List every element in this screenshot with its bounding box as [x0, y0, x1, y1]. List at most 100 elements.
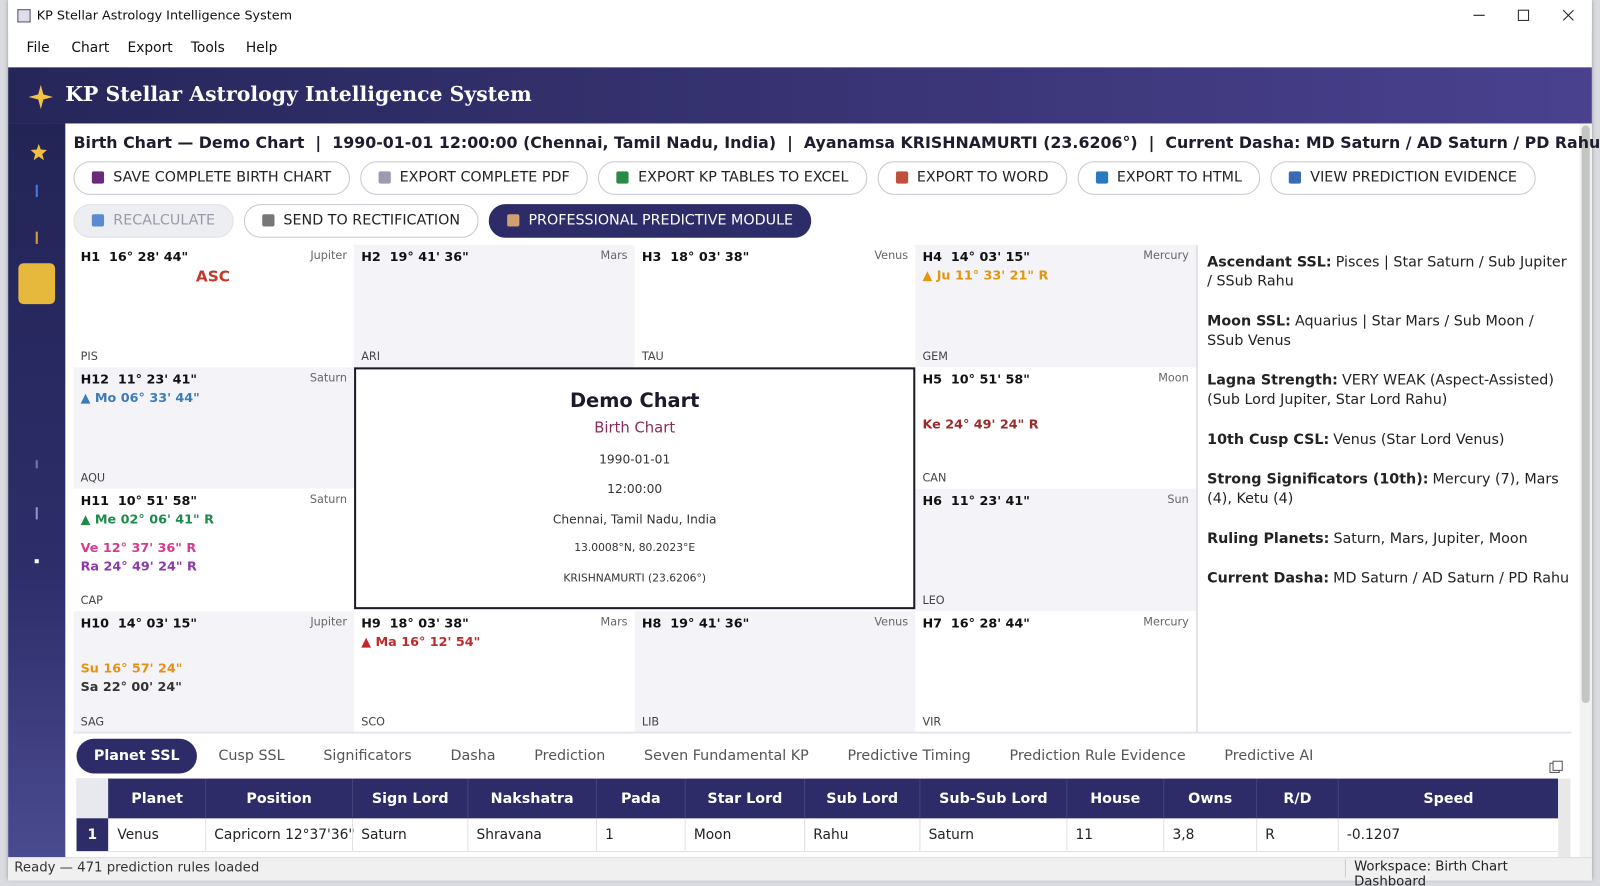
- column-header: Star Lord: [684, 778, 804, 819]
- action-button[interactable]: VIEW PREDICTION EVIDENCE: [1270, 160, 1536, 195]
- house-lord: Jupiter: [310, 248, 347, 263]
- column-header: Pada: [595, 778, 685, 819]
- button-icon: [507, 214, 520, 227]
- status-left: Ready — 471 prediction rules loaded: [14, 860, 260, 876]
- tab[interactable]: Planet SSL: [76, 738, 197, 774]
- asc-label: ASC: [195, 267, 231, 286]
- house-sign: TAU: [641, 349, 664, 363]
- summary-item: Lagna Strength: VERY WEAK (Aspect-Assiste…: [1207, 371, 1570, 410]
- detach-icon[interactable]: [1549, 760, 1563, 774]
- table-cell[interactable]: Shravana: [467, 818, 596, 852]
- sidebar-icon[interactable]: [35, 507, 38, 520]
- table-scrollbar[interactable]: [1558, 778, 1571, 858]
- sidebar-icon[interactable]: [35, 184, 38, 197]
- scroll-thumb[interactable]: [1581, 125, 1590, 704]
- table-cell[interactable]: Saturn: [919, 818, 1066, 852]
- menu-item[interactable]: Export: [127, 39, 173, 57]
- button-icon: [1095, 171, 1108, 184]
- button-label: EXPORT COMPLETE PDF: [399, 169, 570, 186]
- button-icon: [91, 214, 105, 227]
- tab[interactable]: Significators: [323, 747, 412, 765]
- center-line: 1990-01-01: [599, 451, 671, 466]
- table-cell[interactable]: 1: [595, 818, 685, 852]
- sidebar-icon[interactable]: [35, 460, 38, 469]
- table-cell[interactable]: R: [1256, 818, 1338, 852]
- tab[interactable]: Cusp SSL: [218, 747, 285, 765]
- planet-table: Planet Position Sign Lord Nakshatra Pada Star…: [76, 778, 1559, 853]
- house-sign: CAN: [922, 471, 947, 485]
- sidebar-star[interactable]: [30, 143, 47, 161]
- house-label: H6 11° 23' 41": [922, 492, 1030, 509]
- house-lord: Mercury: [1143, 614, 1189, 629]
- table-cell[interactable]: Capricorn 12°37'36": [205, 818, 355, 852]
- action-button[interactable]: EXPORT KP TABLES TO EXCEL: [598, 160, 867, 195]
- tab[interactable]: Predictive AI: [1224, 747, 1314, 765]
- menu-item[interactable]: Chart: [71, 39, 110, 57]
- summary-label: Current Dasha:: [1207, 570, 1330, 587]
- table-cell[interactable]: -0.1207: [1337, 818, 1558, 852]
- table-cell[interactable]: Moon: [684, 818, 804, 852]
- title-bar: KP Stellar Astrology Intelligence System: [8, 0, 1592, 31]
- house-lord: Jupiter: [310, 614, 347, 629]
- tab[interactable]: Prediction: [534, 747, 606, 765]
- planet-entry: Ke 24° 49' 24" R: [922, 415, 1039, 432]
- house-sign: AQU: [80, 471, 106, 485]
- summary-item: Ruling Planets: Saturn, Mars, Jupiter, Mo…: [1207, 530, 1570, 549]
- tab[interactable]: Seven Fundamental KP: [644, 747, 809, 765]
- table-cell[interactable]: Venus: [108, 818, 205, 852]
- table-cell[interactable]: Saturn: [352, 818, 467, 852]
- house-cell: H10 14° 03' 15" Jupiter SAG Su 16° 57' 24" S…: [73, 610, 355, 733]
- house-label: H5 10° 51' 58": [922, 370, 1030, 387]
- button-label: SAVE COMPLETE BIRTH CHART: [113, 169, 332, 186]
- summary-label: Moon SSL:: [1207, 313, 1291, 330]
- summary-text: Saturn, Mars, Jupiter, Moon: [1333, 530, 1528, 547]
- summary-item: Moon SSL: Aquarius | Star Mars / Sub Moon…: [1207, 312, 1570, 351]
- divider: [1195, 244, 1198, 733]
- house-sign: PIS: [80, 349, 98, 363]
- button-label: PROFESSIONAL PREDICTIVE MODULE: [528, 212, 794, 229]
- house-cell: H3 18° 03' 38" Venus TAU: [634, 244, 916, 367]
- window-controls[interactable]: [1457, 0, 1592, 31]
- tab[interactable]: Dasha: [450, 747, 496, 765]
- summary-item: Strong Significators (10th): Mercury (7),…: [1207, 470, 1570, 509]
- planet-entry: ▲ Ma 16° 12' 54": [361, 633, 481, 649]
- sidebar-icon[interactable]: [34, 559, 39, 564]
- action-button[interactable]: SAVE COMPLETE BIRTH CHART: [73, 160, 350, 195]
- house-sign: GEM: [922, 349, 948, 363]
- table-cell[interactable]: 11: [1066, 818, 1163, 852]
- center-line: Chennai, Tamil Nadu, India: [552, 511, 717, 527]
- planet-entry: Ve 12° 37' 36" R: [80, 539, 197, 556]
- table-cell[interactable]: 3,8: [1163, 818, 1256, 852]
- table-cell[interactable]: Rahu: [804, 818, 919, 852]
- tab[interactable]: Prediction Rule Evidence: [1009, 747, 1186, 765]
- tab[interactable]: Predictive Timing: [847, 747, 971, 765]
- header-star: [28, 84, 54, 110]
- menu-item[interactable]: Tools: [190, 39, 225, 57]
- sidebar-active-icon[interactable]: [18, 263, 56, 305]
- house-lord: Venus: [874, 248, 909, 263]
- planet-entry: Sa 22° 00' 24": [80, 678, 182, 694]
- action-button[interactable]: EXPORT COMPLETE PDF: [359, 160, 589, 195]
- button-row: RECALCULATE SEND TO RECTIFICATION PROFESSI…: [73, 203, 1545, 238]
- house-label: H8 19° 41' 36": [641, 614, 750, 631]
- sidebar-icon[interactable]: [35, 231, 38, 244]
- sidebar: [8, 123, 66, 858]
- menu-item[interactable]: File: [26, 39, 50, 57]
- planet-entry: ▲ Me 02° 06' 41" R: [80, 511, 214, 527]
- house-cell: H2 19° 41' 36" Mars ARI: [354, 244, 635, 367]
- column-header: Sub-Sub Lord: [919, 778, 1066, 819]
- action-button[interactable]: RECALCULATE: [73, 203, 234, 238]
- button-icon: [378, 171, 391, 184]
- scrollbar[interactable]: [1579, 123, 1592, 858]
- menu-item[interactable]: Help: [245, 39, 278, 57]
- house-sign: LEO: [922, 593, 945, 607]
- action-button[interactable]: SEND TO RECTIFICATION: [243, 203, 479, 238]
- action-button[interactable]: EXPORT TO HTML: [1077, 160, 1261, 195]
- action-button[interactable]: PROFESSIONAL PREDICTIVE MODULE: [488, 203, 812, 238]
- house-cell: H11 10° 51' 58" Saturn CAP ▲ Me 02° 06' 41"…: [73, 488, 355, 611]
- action-button[interactable]: EXPORT TO WORD: [877, 160, 1067, 195]
- house-sign: SCO: [361, 715, 386, 729]
- house-sign: ARI: [361, 349, 381, 363]
- button-label: VIEW PREDICTION EVIDENCE: [1310, 169, 1517, 186]
